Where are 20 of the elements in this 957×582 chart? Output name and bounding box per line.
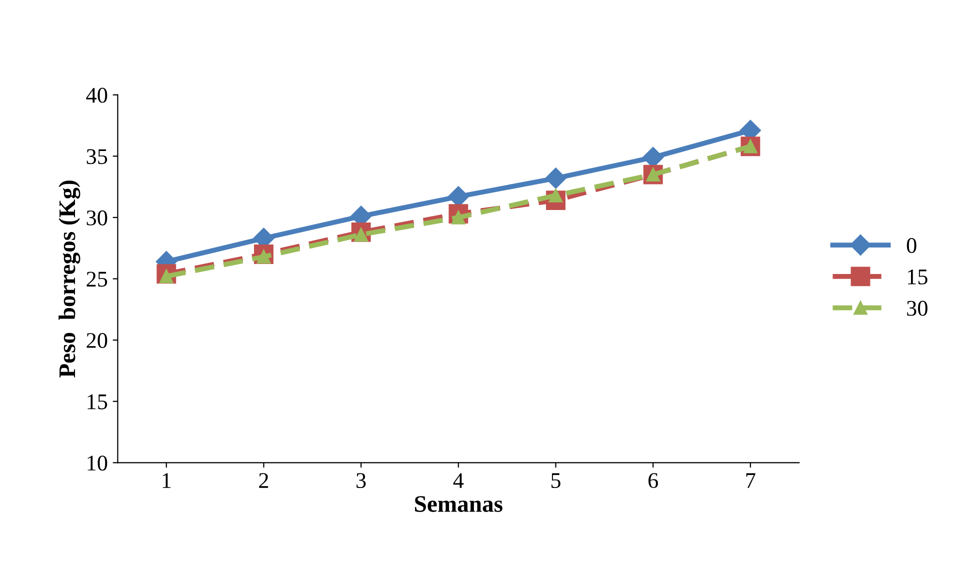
y-tick-label: 30 <box>86 210 108 226</box>
y-axis-title: Peso borregos (Kg) <box>58 180 80 378</box>
y-tick-label: 40 <box>86 88 108 103</box>
point <box>545 168 566 189</box>
legend-label: 0 <box>906 238 916 254</box>
y-tick-label: 15 <box>88 394 108 410</box>
x-tick-label: 7 <box>746 473 756 488</box>
y-tick-label: 10 <box>88 456 108 471</box>
x-tick-label: 1 <box>162 473 171 488</box>
x-tick-label: 6 <box>648 473 658 488</box>
x-tick-label: 2 <box>259 473 268 488</box>
x-axis-title: Semanas <box>415 496 502 512</box>
y-tick-label: 35 <box>86 149 108 164</box>
x-tick-label: 5 <box>551 473 560 488</box>
y-tick-label: 25 <box>86 272 108 287</box>
legend-label: 30 <box>907 300 928 316</box>
y-tick-label: 20 <box>86 333 108 348</box>
x-tick-label: 3 <box>356 473 366 488</box>
legend-label: 15 <box>908 270 928 284</box>
x-tick-label: 4 <box>453 473 464 488</box>
